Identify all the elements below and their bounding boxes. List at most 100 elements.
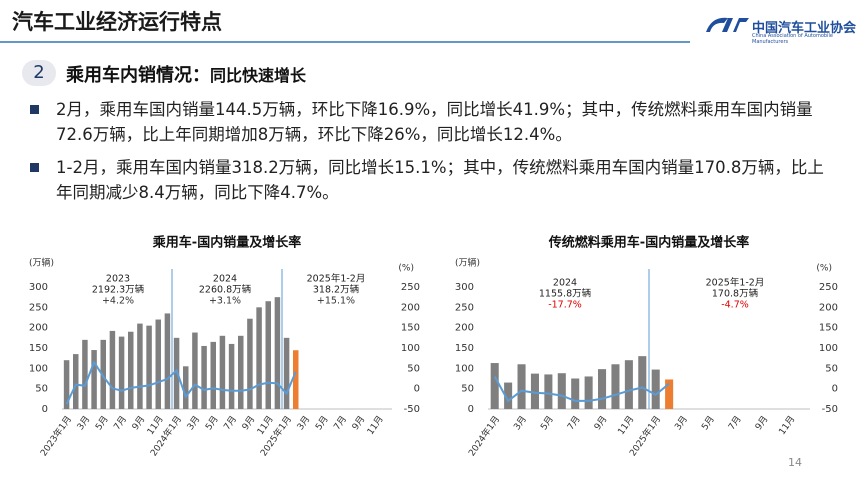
bullet-text: 1-2月，乘用车国内销量318.2万辆，同比增长15.1%；其中，传统燃料乘用车… (56, 158, 824, 202)
growth-line (65, 360, 297, 405)
bar (173, 337, 180, 409)
y-tick-label: 0 (468, 404, 474, 415)
y2-tick-label: 150 (401, 323, 420, 334)
annotation-volume: 2260.8万辆 (199, 284, 252, 296)
bar (584, 376, 593, 409)
logo-mark (706, 17, 749, 32)
bar (155, 319, 161, 409)
bar (183, 366, 189, 409)
bar (256, 307, 262, 409)
bar (238, 335, 244, 409)
y2-tick-label: 50 (825, 363, 838, 374)
bar (109, 330, 116, 409)
annotation-growth: -17.7% (548, 300, 582, 311)
x-tick-label: 2023年1月 (38, 413, 75, 458)
y-tick-label: 300 (29, 282, 48, 293)
y2-tick-label: 200 (401, 302, 420, 313)
x-tick-label: 11月 (777, 414, 798, 437)
section-number: 2 (33, 62, 45, 83)
y-tick-label: 150 (29, 343, 48, 354)
bar (274, 297, 281, 409)
bar (490, 363, 499, 409)
bar (571, 378, 580, 409)
chart-title: 传统燃料乘用车-国内销量及增长率 (548, 235, 749, 251)
annotation-growth: +15.1% (317, 296, 355, 307)
annotation-label: 2025年1-2月 (307, 273, 366, 285)
bar (192, 332, 198, 409)
bar (504, 382, 513, 409)
x-tick-label: 7月 (726, 414, 743, 432)
y2-tick-label: 100 (819, 343, 838, 354)
y2-tick-label: 250 (819, 282, 838, 293)
x-tick-label: 3月 (295, 414, 312, 432)
annotation-label: 2023 (106, 274, 130, 285)
y-axis-label: (万辆) (29, 257, 54, 269)
bar (137, 323, 143, 409)
bullet-text: 2月，乘用车国内销量144.5万辆，环比下降16.9%，同比增长41.9%；其中… (56, 100, 813, 144)
chart-title: 乘用车-国内销量及增长率 (152, 235, 301, 251)
section-title: 乘用车内销情况：同比快速增长 (66, 61, 306, 87)
x-tick-label: 9月 (592, 414, 609, 432)
x-tick-label: 5月 (203, 414, 220, 432)
growth-line (493, 376, 670, 403)
y-axis-label: (万辆) (455, 257, 480, 269)
bar (598, 369, 607, 409)
bar (651, 369, 660, 409)
y-tick-label: 100 (455, 363, 474, 374)
y-tick-label: 200 (455, 323, 474, 334)
bar (624, 360, 633, 409)
bar (73, 354, 79, 409)
y2-tick-label: -50 (822, 404, 838, 415)
section-subtitle: 同比快速增长 (210, 66, 307, 85)
y2-tick-label: 0 (832, 384, 838, 395)
y-tick-label: 50 (35, 384, 48, 395)
section-badge (22, 60, 56, 86)
y-tick-label: 50 (461, 384, 474, 395)
bar (530, 373, 539, 409)
bullet: 1-2月，乘用车国内销量318.2万辆，同比增长15.1%；其中，传统燃料乘用车… (30, 155, 838, 205)
x-tick-label: 7月 (565, 414, 582, 432)
x-tick-label: 5月 (538, 414, 555, 432)
y2-tick-label: -50 (404, 404, 420, 415)
bar (228, 343, 235, 409)
x-tick-label: 7月 (332, 414, 349, 432)
bar (544, 374, 553, 409)
bar (128, 331, 134, 409)
x-tick-label: 3月 (673, 414, 690, 432)
x-tick-label: 9月 (350, 414, 367, 432)
x-tick-label: 5月 (93, 414, 110, 432)
bullet: 2月，乘用车国内销量144.5万辆，环比下降16.9%，同比增长41.9%；其中… (30, 97, 838, 147)
y2-tick-label: 200 (819, 302, 838, 313)
x-tick-label: 2024年1月 (466, 413, 503, 458)
x-tick-label: 5月 (699, 414, 716, 432)
bar (164, 313, 171, 409)
page-number: 14 (788, 456, 802, 469)
x-tick-label: 9月 (240, 414, 257, 432)
y-tick-label: 0 (42, 404, 48, 415)
y2-axis-label: (%) (398, 264, 414, 274)
annotation-growth: +3.1% (209, 296, 241, 307)
bar (100, 339, 106, 409)
y-tick-label: 300 (455, 282, 474, 293)
x-tick-label: 7月 (112, 414, 129, 432)
y2-tick-label: 150 (819, 323, 838, 334)
bar (118, 336, 125, 409)
annotation-volume: 318.2万辆 (313, 284, 360, 296)
annotation-growth: -4.7% (721, 300, 749, 311)
logo-cn: 中国汽车工业协会 (752, 21, 857, 36)
annotation-volume: 170.8万辆 (712, 288, 759, 300)
section-title-text: 乘用车内销情况： (66, 65, 210, 86)
bar (247, 318, 253, 409)
y-tick-label: 200 (29, 323, 48, 334)
logo-en: China Association of Automobile Manufact… (752, 33, 833, 45)
bar (557, 373, 566, 409)
annotation-volume: 1155.8万辆 (539, 288, 592, 300)
bar (265, 301, 271, 409)
y-tick-label: 250 (29, 302, 48, 313)
bar (219, 335, 226, 409)
y-tick-label: 250 (455, 302, 474, 313)
y2-axis-label: (%) (816, 264, 832, 274)
bar (638, 356, 647, 409)
